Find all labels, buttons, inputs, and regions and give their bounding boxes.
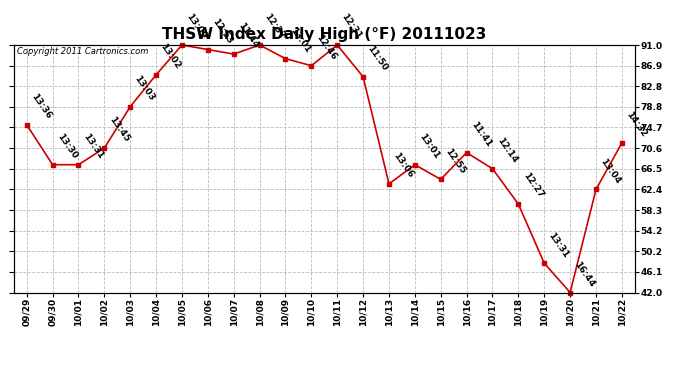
Text: 13:30: 13:30 <box>55 132 79 160</box>
Text: 13:45: 13:45 <box>107 115 131 144</box>
Title: THSW Index Daily High (°F) 20111023: THSW Index Daily High (°F) 20111023 <box>162 27 486 42</box>
Text: 13:01: 13:01 <box>288 26 312 55</box>
Text: 13:09: 13:09 <box>185 12 208 41</box>
Text: 13:01: 13:01 <box>417 132 441 160</box>
Text: 16:44: 16:44 <box>573 260 597 288</box>
Text: 13:04: 13:04 <box>599 157 622 185</box>
Text: 13:31: 13:31 <box>547 231 571 259</box>
Text: 11:50: 11:50 <box>366 44 389 73</box>
Text: 12:37: 12:37 <box>262 12 286 41</box>
Text: 13:31: 13:31 <box>81 132 105 160</box>
Text: 13:06: 13:06 <box>392 152 415 180</box>
Text: 12:31: 12:31 <box>340 12 364 41</box>
Text: 13:03: 13:03 <box>133 74 157 103</box>
Text: 13:36: 13:36 <box>29 92 53 121</box>
Text: 12:46: 12:46 <box>314 33 338 62</box>
Text: 12:14: 12:14 <box>495 136 519 165</box>
Text: 11:44: 11:44 <box>236 21 260 50</box>
Text: 12:55: 12:55 <box>444 147 467 176</box>
Text: 13:02: 13:02 <box>159 42 182 71</box>
Text: Copyright 2011 Cartronics.com: Copyright 2011 Cartronics.com <box>17 48 148 57</box>
Text: 12:27: 12:27 <box>521 171 545 200</box>
Text: 11:41: 11:41 <box>469 120 493 148</box>
Text: 14:32: 14:32 <box>624 110 649 139</box>
Text: 12:53: 12:53 <box>210 17 234 45</box>
